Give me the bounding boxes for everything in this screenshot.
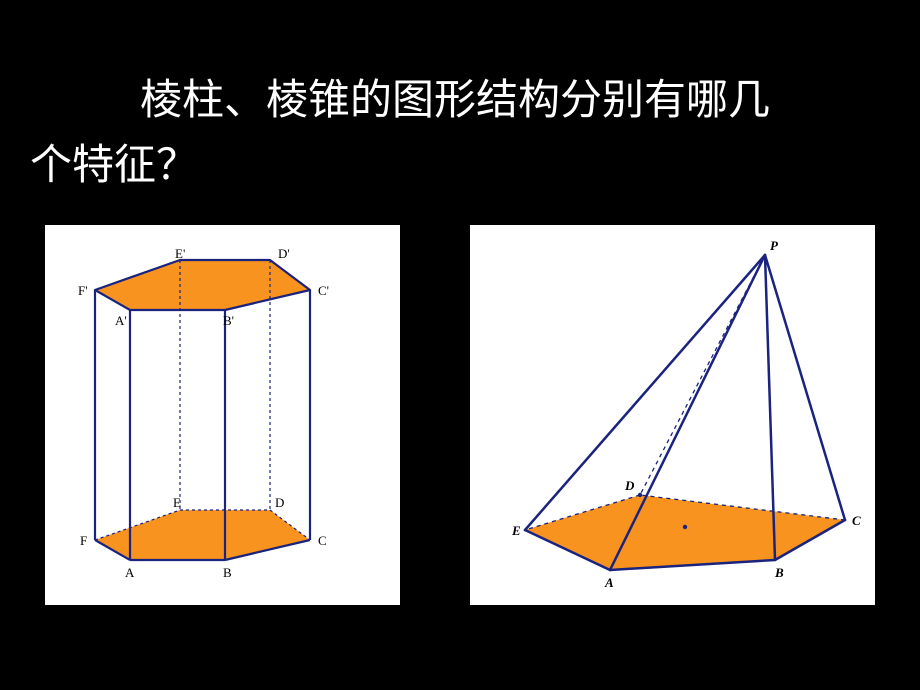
- pyramid-figure: P A B C D E: [470, 225, 875, 605]
- pyramid-svg: P A B C D E: [470, 225, 875, 605]
- prism-figure: A' B' C' D' E' F' A B C D E F: [45, 225, 400, 605]
- svg-text:E: E: [173, 495, 181, 510]
- svg-text:D': D': [278, 246, 290, 261]
- svg-text:F: F: [80, 533, 87, 548]
- svg-text:P: P: [770, 238, 779, 253]
- svg-text:A: A: [604, 575, 614, 590]
- figures-container: A' B' C' D' E' F' A B C D E F P A B C D E: [45, 225, 875, 605]
- svg-text:E: E: [511, 523, 521, 538]
- prism-svg: A' B' C' D' E' F' A B C D E F: [45, 225, 400, 605]
- svg-text:C: C: [318, 533, 327, 548]
- svg-text:C': C': [318, 283, 329, 298]
- svg-text:A: A: [125, 565, 135, 580]
- svg-text:C: C: [852, 513, 861, 528]
- svg-text:A': A': [115, 313, 127, 328]
- question-line-2: 个特征？: [30, 135, 198, 198]
- svg-text:B: B: [774, 565, 784, 580]
- svg-text:D: D: [275, 495, 284, 510]
- svg-text:B: B: [223, 565, 232, 580]
- svg-text:D: D: [624, 478, 635, 493]
- question-line-1: 棱柱、棱锥的图形结构分别有哪几: [140, 70, 770, 133]
- svg-text:F': F': [78, 283, 88, 298]
- svg-text:B': B': [223, 313, 234, 328]
- svg-text:E': E': [175, 246, 185, 261]
